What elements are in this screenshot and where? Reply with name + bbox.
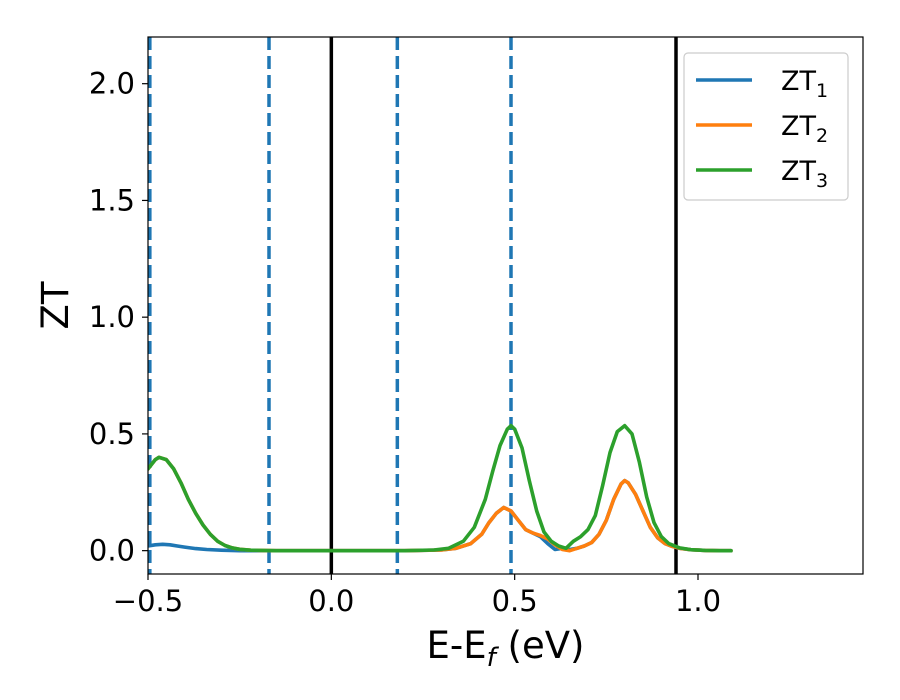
legend-label-base: ZT bbox=[781, 111, 816, 142]
x-axis-label-unit: (eV) bbox=[496, 624, 585, 667]
y-axis-label: ZT bbox=[34, 281, 77, 329]
legend-label-subscript: 2 bbox=[816, 125, 828, 147]
y-tick-label: 0.5 bbox=[89, 417, 135, 451]
legend-label-base: ZT bbox=[781, 66, 816, 97]
x-axis: −0.5 0.0 0.5 1.0 bbox=[113, 574, 721, 618]
legend-label-subscript: 1 bbox=[816, 80, 828, 102]
legend-label-zt1: ZT1 bbox=[781, 66, 828, 102]
legend-label-base: ZT bbox=[781, 156, 816, 187]
legend-box bbox=[683, 52, 849, 201]
plot-frame bbox=[147, 36, 864, 575]
y-tick-label: 0.0 bbox=[89, 534, 135, 568]
x-tick-label: 0.5 bbox=[492, 584, 538, 618]
reference-lines bbox=[148, 37, 678, 574]
x-axis-label-base: E-E bbox=[427, 624, 487, 667]
y-tick-label: 1.0 bbox=[89, 300, 135, 334]
x-tick-label: 0.0 bbox=[308, 584, 354, 618]
y-axis: 0.0 0.5 1.0 1.5 2.0 bbox=[89, 67, 148, 568]
legend-label-zt2: ZT2 bbox=[781, 111, 828, 147]
series-group bbox=[148, 423, 733, 553]
y-tick-label: 2.0 bbox=[89, 67, 135, 101]
series-line-zt3 bbox=[148, 423, 733, 553]
legend-label-subscript: 3 bbox=[816, 170, 828, 192]
y-tick-label: 1.5 bbox=[89, 183, 135, 217]
x-tick-label: 1.0 bbox=[675, 584, 721, 618]
legend-label-zt3: ZT3 bbox=[781, 156, 828, 192]
x-tick-label: −0.5 bbox=[113, 584, 183, 618]
series-line-zt2 bbox=[148, 455, 733, 553]
x-axis-label: E-Ef (eV) bbox=[427, 624, 585, 673]
